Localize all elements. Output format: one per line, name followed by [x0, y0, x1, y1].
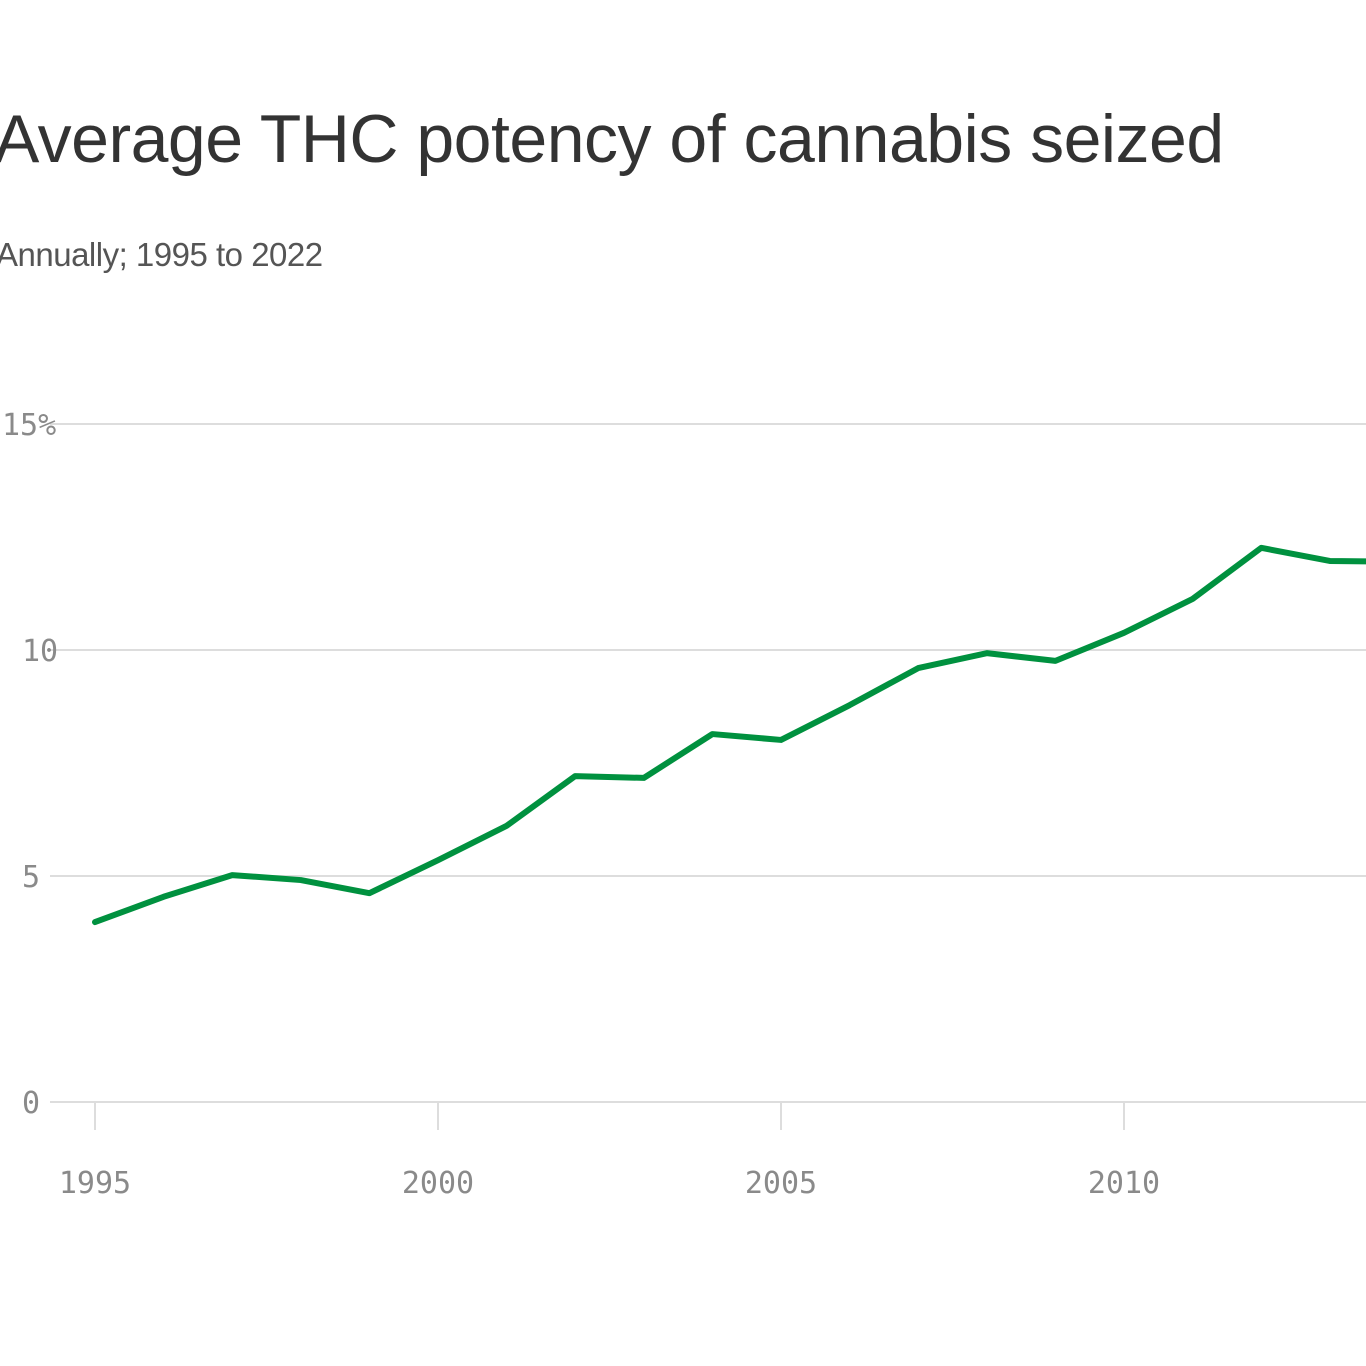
y-tick-label: 10: [22, 634, 58, 669]
x-tick-label: 2010: [1088, 1166, 1160, 1201]
series-line: [92, 544, 1366, 926]
x-tick-label: 2005: [745, 1166, 817, 1201]
chart-title: Average THC potency of cannabis seized: [0, 101, 1224, 177]
y-tick-label: 0: [22, 1086, 40, 1121]
y-tick-label: 5: [22, 860, 40, 895]
x-tick-label: 1995: [59, 1166, 131, 1201]
x-tick-label: 2000: [402, 1166, 474, 1201]
y-tick-label: 15%: [2, 408, 56, 443]
chart-subtitle: Annually; 1995 to 2022: [0, 236, 323, 273]
